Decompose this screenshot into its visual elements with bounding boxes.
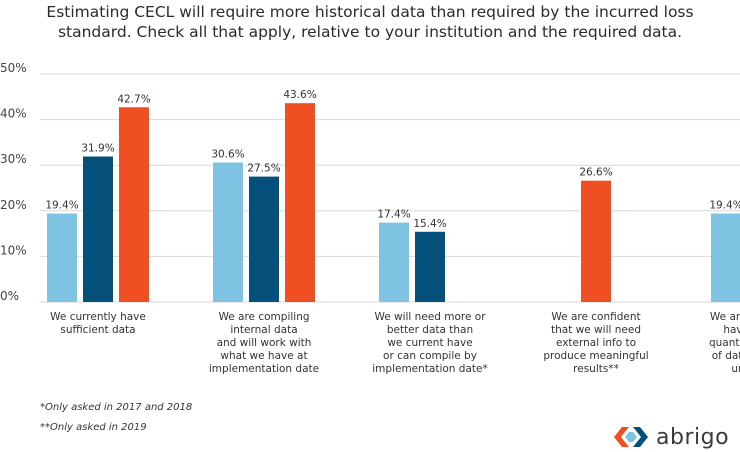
- abrigo-logo-mark-icon: [614, 427, 648, 447]
- category-label: quantity and quality: [709, 337, 740, 349]
- category-label: better data than: [387, 324, 473, 336]
- bar: [83, 156, 113, 302]
- footnote-2019: **Only asked in 2019: [40, 422, 147, 433]
- bar: [119, 107, 149, 303]
- chart-title-line-1: Estimating CECL will require more histor…: [46, 3, 694, 21]
- bar: [711, 213, 740, 302]
- category-label: We are confident: [551, 311, 640, 323]
- category-label: and will work with: [217, 337, 312, 349]
- y-tick-label: 10%: [0, 243, 27, 257]
- data-label: 17.4%: [377, 209, 410, 221]
- category-label: implementation date*: [372, 363, 487, 375]
- category-label: sufficient data: [60, 324, 135, 336]
- category-label: under CECL: [731, 363, 740, 375]
- category-label: results**: [573, 363, 619, 375]
- bar: [249, 176, 279, 302]
- category-label: We will need more or: [374, 311, 486, 323]
- data-label: 30.6%: [211, 148, 244, 160]
- data-label: 27.5%: [247, 163, 280, 175]
- category-label: of data to estimate: [712, 350, 740, 362]
- abrigo-logo: abrigo: [612, 422, 729, 452]
- bar: [581, 180, 611, 302]
- category-label: We are compiling: [218, 311, 309, 323]
- y-tick-label: 0%: [0, 289, 19, 303]
- category-label: what we have at: [220, 350, 307, 362]
- y-tick-label: 40%: [0, 107, 27, 121]
- data-label: 15.4%: [413, 218, 446, 230]
- bar: [213, 162, 243, 302]
- category-label: produce meaningful: [543, 350, 648, 362]
- footnote-2017-2018: *Only asked in 2017 and 2018: [40, 402, 193, 413]
- category-label: or can compile by: [383, 350, 477, 362]
- bar: [285, 103, 315, 303]
- category-label: external info to: [556, 337, 636, 349]
- category-label: internal data: [230, 324, 297, 336]
- bar: [379, 222, 409, 302]
- chart-title-line-2: standard. Check all that apply, relative…: [57, 23, 683, 41]
- data-label: 26.6%: [579, 167, 612, 179]
- data-label: 43.6%: [283, 89, 316, 101]
- category-label: we current have: [387, 337, 472, 349]
- chart-title: Estimating CECL will require more histor…: [0, 2, 740, 42]
- y-tick-label: 20%: [0, 198, 27, 212]
- bar: [415, 231, 445, 302]
- bar: [47, 213, 77, 302]
- category-label: implementation date: [209, 363, 319, 375]
- category-label: We are unsure if we: [710, 311, 740, 323]
- data-label: 19.4%: [45, 200, 78, 212]
- abrigo-logo-text: abrigo: [656, 424, 730, 450]
- y-tick-label: 30%: [0, 152, 27, 166]
- data-label: 19.4%: [709, 200, 740, 212]
- category-label: have sufficient: [723, 324, 740, 336]
- category-label: We currently have: [50, 311, 146, 323]
- data-label: 31.9%: [81, 143, 114, 155]
- data-label: 42.7%: [117, 93, 150, 105]
- y-tick-label: 50%: [0, 61, 27, 75]
- category-label: that we will need: [551, 324, 641, 336]
